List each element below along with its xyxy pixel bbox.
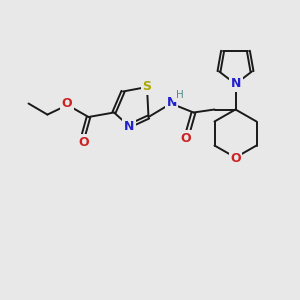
Text: S: S <box>142 80 152 94</box>
Text: N: N <box>124 119 134 133</box>
Text: H: H <box>176 90 183 100</box>
Text: O: O <box>79 136 89 149</box>
Text: O: O <box>230 152 241 166</box>
Text: O: O <box>61 97 72 110</box>
Text: N: N <box>167 95 177 109</box>
Text: N: N <box>231 77 241 90</box>
Text: O: O <box>181 131 191 145</box>
